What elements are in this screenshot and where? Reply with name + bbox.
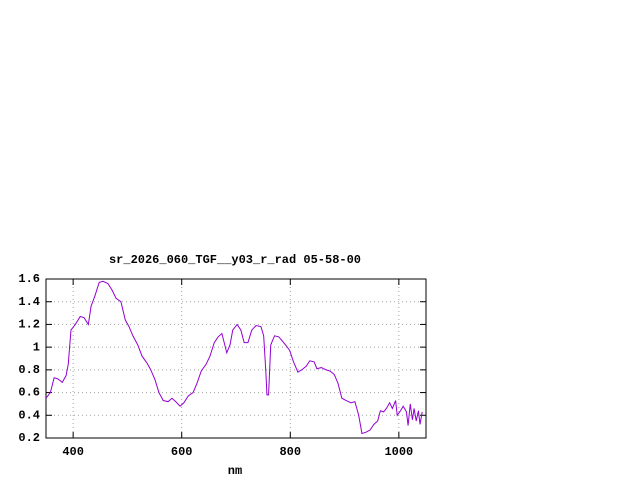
chart-title: sr_2026_060_TGF__y03_r_rad 05-58-00 — [109, 253, 361, 267]
y-tick-label: 0.6 — [18, 386, 40, 400]
y-tick-label: 0.8 — [18, 363, 40, 377]
x-tick-label: 800 — [279, 445, 301, 459]
x-tick-label: 1000 — [384, 445, 413, 459]
y-tick-label: 1 — [33, 340, 40, 354]
y-tick-label: 1.6 — [18, 272, 40, 286]
y-tick-label: 0.4 — [18, 408, 40, 422]
x-axis-label: nm — [228, 464, 242, 478]
y-tick-label: 0.2 — [18, 431, 40, 445]
data-line — [45, 280, 423, 435]
y-tick-label: 1.2 — [18, 318, 40, 332]
plot-border — [45, 278, 427, 439]
x-tick-label: 600 — [171, 445, 193, 459]
x-tick-label: 400 — [62, 445, 84, 459]
y-tick-label: 1.4 — [18, 295, 40, 309]
